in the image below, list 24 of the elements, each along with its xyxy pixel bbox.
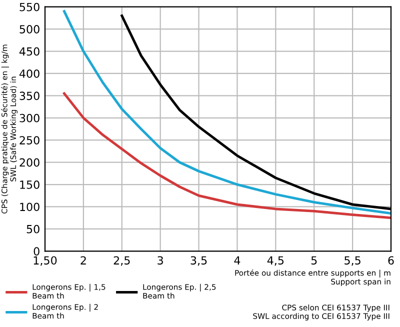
x-tick-label: 5,5: [344, 256, 360, 266]
y-tick-label: 450: [19, 47, 40, 56]
y-tick-label: 200: [20, 158, 40, 167]
y-tick-label: 150: [20, 180, 40, 189]
line-series: [62, 92, 391, 220]
y-tick-label: 100: [20, 202, 40, 212]
y-tick-label: 500: [20, 25, 40, 34]
y-tick-label: 350: [20, 92, 40, 100]
x-tick-label: 1,50: [34, 256, 57, 266]
x-tick-label: 5: [311, 256, 317, 265]
line-series: [62, 10, 391, 215]
x-tick-label: 4,5: [267, 256, 284, 266]
y-tick-label: 0: [34, 247, 40, 256]
x-tick-label: 4: [234, 256, 240, 264]
x-tick-label: 2: [80, 256, 86, 264]
y-tick-label: 300: [20, 114, 40, 122]
x-tick-label: 3: [158, 256, 163, 265]
y-tick-label: 550: [20, 2, 40, 12]
x-tick-label: 6: [388, 256, 394, 265]
y-tick-label: 50: [26, 224, 40, 234]
x-tick-label: 2,5: [114, 256, 130, 266]
y-tick-label: 250: [20, 136, 40, 144]
y-tick-label: 400: [19, 69, 40, 78]
x-tick-label: 3,5: [190, 256, 207, 266]
